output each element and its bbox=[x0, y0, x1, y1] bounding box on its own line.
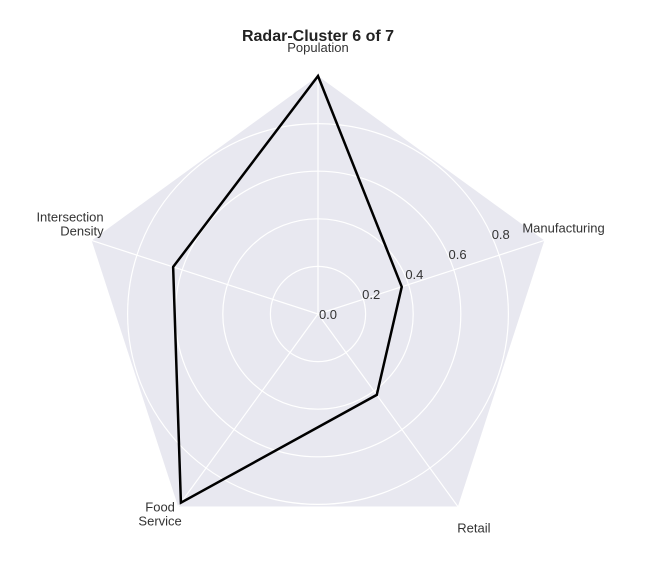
axis-label: Population bbox=[287, 40, 348, 55]
radar-spokes bbox=[91, 76, 545, 507]
tick-label: 0.6 bbox=[449, 247, 467, 262]
radar-series bbox=[171, 73, 404, 505]
axis-label: Food Service bbox=[138, 500, 181, 529]
axis-label-line: Food bbox=[145, 500, 175, 515]
axis-label: Intersection Density bbox=[36, 209, 104, 238]
tick-label: 0.2 bbox=[362, 287, 380, 302]
radar-axis-labels: Population Manufacturing Retail Food Service… bbox=[36, 40, 604, 536]
tick-label: 0.0 bbox=[319, 307, 337, 322]
axis-label-line: Retail bbox=[457, 521, 490, 536]
axis-label-line: Manufacturing bbox=[522, 220, 604, 235]
axis-label: Manufacturing bbox=[522, 220, 604, 235]
axis-spoke bbox=[91, 239, 319, 315]
axis-label-line: Density bbox=[60, 223, 104, 238]
tick-label: 0.8 bbox=[492, 227, 510, 242]
chart-title: Radar-Cluster 6 of 7 bbox=[242, 28, 394, 45]
axis-spoke bbox=[317, 313, 459, 507]
axis-label-line: Population bbox=[287, 40, 348, 55]
tick-label: 0.4 bbox=[405, 267, 423, 282]
axis-label-line: Intersection bbox=[36, 209, 103, 224]
axis-label-line: Service bbox=[138, 514, 181, 529]
series-line bbox=[171, 73, 404, 505]
radar-tick-labels: 0.0 0.2 0.4 0.6 0.8 bbox=[319, 227, 510, 322]
axis-spoke bbox=[317, 239, 545, 315]
axis-label: Retail bbox=[457, 521, 490, 536]
axis-spoke bbox=[177, 313, 319, 507]
